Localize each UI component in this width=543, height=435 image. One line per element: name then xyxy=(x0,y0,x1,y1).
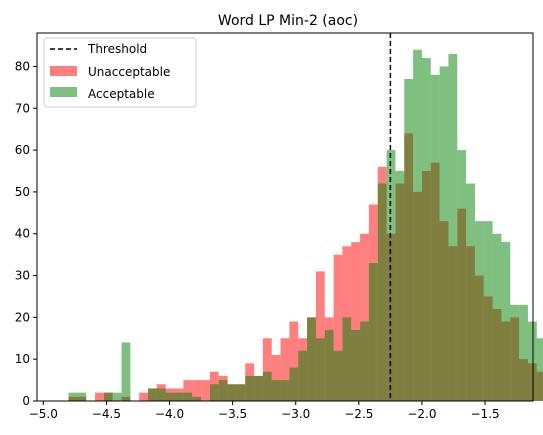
y-tick-label-2: 20 xyxy=(15,310,30,324)
bar-acceptable-17 xyxy=(218,380,228,401)
bar-acceptable-28 xyxy=(315,338,325,401)
bar-acceptable-13 xyxy=(183,392,193,401)
bar-acceptable-49 xyxy=(501,242,511,401)
legend-label-threshold: Threshold xyxy=(87,42,147,56)
bar-acceptable-32 xyxy=(351,329,361,401)
bar-acceptable-48 xyxy=(492,233,502,401)
bar-acceptable-4 xyxy=(103,392,113,401)
legend-unacceptable-swatch xyxy=(50,66,77,76)
bar-acceptable-38 xyxy=(404,79,414,401)
bar-acceptable-47 xyxy=(483,221,493,401)
legend-label-acceptable: Acceptable xyxy=(88,87,155,101)
bar-acceptable-26 xyxy=(298,350,308,401)
x-tick-label-5: −2.5 xyxy=(344,407,373,421)
bar-unacceptable-28 xyxy=(315,271,325,401)
bar-unacceptable-13 xyxy=(183,380,193,401)
bar-acceptable-33 xyxy=(360,321,369,401)
bar-acceptable-20 xyxy=(245,375,255,401)
bar-unacceptable-25 xyxy=(289,321,299,401)
y-axis: 0 10 20 30 40 50 60 70 80 xyxy=(15,59,37,408)
bar-acceptable-52 xyxy=(527,321,537,401)
bar-acceptable-10 xyxy=(156,388,166,401)
bar-acceptable-50 xyxy=(510,304,520,401)
bar-acceptable-53 xyxy=(536,338,543,401)
bar-acceptable-22 xyxy=(262,371,272,401)
bar-unacceptable-33 xyxy=(360,233,369,401)
bar-acceptable-0 xyxy=(68,392,78,401)
y-tick-label-0: 0 xyxy=(22,394,30,408)
y-tick-label-5: 50 xyxy=(15,185,30,199)
bar-acceptable-51 xyxy=(519,304,528,401)
bar-acceptable-41 xyxy=(430,74,440,402)
bar-acceptable-29 xyxy=(324,329,334,401)
bar-acceptable-24 xyxy=(280,380,290,401)
bar-acceptable-40 xyxy=(421,58,431,401)
bar-acceptable-14 xyxy=(192,396,202,401)
plot-frame xyxy=(36,32,534,402)
bar-acceptable-12 xyxy=(174,392,184,401)
bar-acceptable-44 xyxy=(457,150,467,401)
legend: Threshold Unacceptable Acceptable xyxy=(43,37,197,108)
bar-acceptable-1 xyxy=(77,392,87,401)
y-tick-label-6: 60 xyxy=(15,143,30,157)
bar-acceptable-45 xyxy=(466,183,475,401)
bar-acceptable-19 xyxy=(236,384,246,401)
chart-title: Word LP Min-2 (aoc) xyxy=(218,13,358,29)
x-tick-label-2: −4.0 xyxy=(155,407,184,421)
x-tick-label-6: −2.0 xyxy=(407,407,436,421)
bar-unacceptable-30 xyxy=(333,254,343,401)
bar-unacceptable-15 xyxy=(201,380,210,401)
bar-unacceptable-14 xyxy=(192,380,202,401)
bar-acceptable-37 xyxy=(395,171,405,401)
y-tick-label-4: 40 xyxy=(15,227,30,241)
y-tick-label-3: 30 xyxy=(15,269,30,283)
y-tick-label-8: 80 xyxy=(15,59,30,73)
bar-acceptable-18 xyxy=(227,384,237,401)
bar-unacceptable-22 xyxy=(262,338,272,401)
bar-acceptable-5 xyxy=(112,392,122,401)
bar-unacceptable-24 xyxy=(280,338,290,401)
bar-acceptable-35 xyxy=(377,183,387,401)
bar-acceptable-43 xyxy=(448,53,458,402)
bar-acceptable-34 xyxy=(368,263,378,401)
bar-unacceptable-3 xyxy=(95,392,104,401)
bar-acceptable-23 xyxy=(271,380,281,401)
bar-acceptable-16 xyxy=(209,384,219,401)
bar-acceptable-11 xyxy=(165,392,175,401)
bar-unacceptable-32 xyxy=(351,242,361,401)
bar-acceptable-21 xyxy=(254,375,263,401)
bar-acceptable-46 xyxy=(474,221,484,401)
x-tick-label-0: −5.0 xyxy=(29,407,58,421)
y-tick-label-1: 10 xyxy=(15,352,30,366)
x-tick-label-7: −1.5 xyxy=(470,407,499,421)
bar-unacceptable-23 xyxy=(271,355,281,401)
x-tick-label-1: −4.5 xyxy=(92,407,121,421)
bar-acceptable-31 xyxy=(342,317,352,401)
legend-box xyxy=(43,37,197,108)
x-axis: −5.0 −4.5 −4.0 −3.5 −3.0 −2.5 −2.0 −1.5 xyxy=(29,401,500,421)
x-tick-label-3: −3.5 xyxy=(218,407,247,421)
bar-unacceptable-8 xyxy=(139,392,149,401)
bar-acceptable-6 xyxy=(121,342,131,401)
bar-acceptable-42 xyxy=(439,66,449,402)
bar-acceptable-25 xyxy=(289,367,299,401)
legend-acceptable-swatch xyxy=(50,87,77,97)
x-tick-label-4: −3.0 xyxy=(281,407,310,421)
bar-acceptable-39 xyxy=(413,49,422,402)
legend-label-unacceptable: Unacceptable xyxy=(88,65,170,79)
y-tick-label-7: 70 xyxy=(15,101,30,115)
bar-acceptable-30 xyxy=(333,350,343,401)
bar-acceptable-9 xyxy=(148,388,157,401)
bar-acceptable-27 xyxy=(307,317,316,401)
